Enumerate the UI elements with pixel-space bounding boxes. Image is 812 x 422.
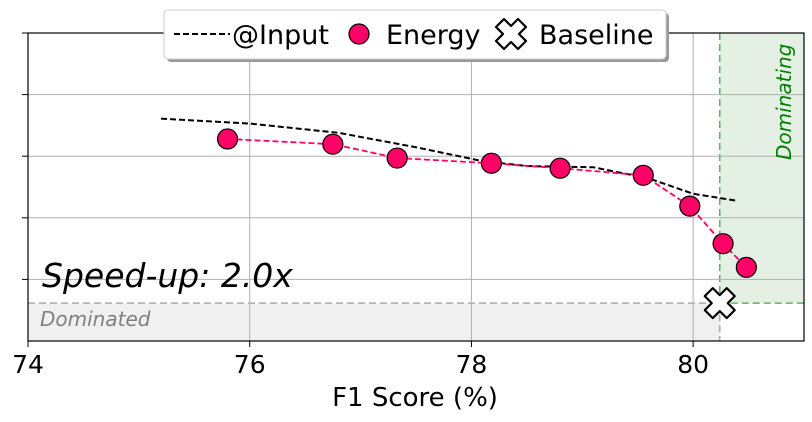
x-tick-label: 80 [677, 350, 709, 379]
baseline-point [703, 287, 736, 320]
energy-point [549, 157, 571, 179]
series-layer [160, 117, 757, 320]
x-tick-label: 78 [456, 350, 488, 379]
dominated-label: Dominated [40, 307, 151, 331]
dominating-label: Dominating [772, 44, 796, 160]
speedup-annotation: Speed-up: 2.0x [42, 256, 293, 295]
legend-baseline-label: Baseline [539, 20, 653, 51]
energy-point [480, 152, 502, 174]
legend-energy-label: Energy [386, 20, 481, 51]
grid [27, 33, 804, 341]
x-axis-label: F1 Score (%) [332, 383, 498, 413]
energy-point [735, 256, 757, 278]
x-tick-label: 76 [234, 350, 266, 379]
energy-point [216, 128, 239, 150]
energy-point [679, 195, 701, 217]
legend-box [163, 9, 667, 60]
energy-point [386, 147, 408, 169]
regions [28, 33, 804, 341]
legend: @Input Energy Baseline [163, 9, 669, 62]
ticks: 74 76 78 80 [12, 32, 709, 379]
energy-point [322, 133, 344, 155]
input-line [160, 117, 738, 202]
x-tick-label: 74 [12, 350, 44, 379]
dominating-region [719, 33, 804, 304]
energy-point [632, 164, 654, 186]
legend-input-label: @Input [232, 20, 329, 51]
dominated-region [28, 303, 720, 341]
energy-point [712, 233, 734, 255]
legend-energy-swatch [348, 23, 370, 45]
legend-baseline-swatch [494, 17, 528, 51]
